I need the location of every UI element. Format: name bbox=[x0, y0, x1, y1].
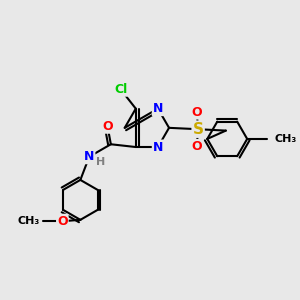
Text: O: O bbox=[191, 140, 202, 153]
Text: CH₃: CH₃ bbox=[17, 216, 40, 226]
Text: CH₃: CH₃ bbox=[275, 134, 297, 144]
Text: O: O bbox=[102, 120, 113, 133]
Text: S: S bbox=[193, 122, 204, 137]
Text: N: N bbox=[84, 150, 94, 163]
Text: Cl: Cl bbox=[114, 83, 127, 96]
Text: N: N bbox=[153, 140, 163, 154]
Text: N: N bbox=[153, 102, 163, 115]
Text: H: H bbox=[96, 157, 106, 167]
Text: O: O bbox=[191, 106, 202, 118]
Text: O: O bbox=[57, 215, 68, 228]
